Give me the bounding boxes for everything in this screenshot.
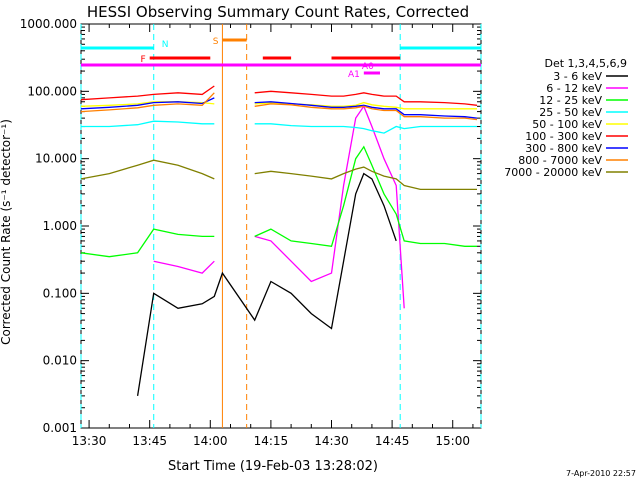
- series-line: [81, 120, 477, 134]
- y-tick-label: 10.000: [35, 152, 77, 166]
- x-tick-label: 14:30: [314, 434, 349, 448]
- y-tick-label: 0.010: [43, 354, 77, 368]
- legend-label: 6 - 12 keV: [546, 82, 602, 95]
- series-line: [80, 85, 478, 106]
- series-line: [80, 92, 478, 121]
- attenuator_a0-flag-label: A0: [362, 62, 374, 72]
- series-line: [80, 159, 477, 191]
- legend-label: 800 - 7000 keV: [518, 154, 602, 167]
- legend-label: 7000 - 20000 keV: [504, 166, 602, 179]
- y-axis-label: Corrected Count Rate (s⁻¹ detector⁻¹): [0, 119, 13, 345]
- saa-flag-label: S: [213, 37, 219, 47]
- night-flag-label: N: [162, 40, 169, 50]
- attenuator_a1-flag-label: A1: [348, 70, 360, 80]
- series-line: [80, 97, 478, 119]
- x-axis-label: Start Time (19-Feb-03 13:28:02): [168, 459, 378, 474]
- legend-label: 3 - 6 keV: [553, 70, 602, 83]
- plot-area: 0.001 0.010 0.100 1.000 10.000 100.000 1000.00…: [20, 17, 482, 448]
- flare-flag-label: F: [140, 55, 145, 65]
- legend-title: Det 1,3,4,5,6,9: [544, 57, 627, 70]
- y-tick-label: 1.000: [43, 219, 77, 233]
- legend-label: 100 - 300 keV: [525, 130, 602, 143]
- legend-label: 50 - 100 keV: [532, 118, 602, 131]
- series-line: [80, 145, 477, 258]
- chart-title: HESSI Observing Summary Count Rates, Cor…: [87, 3, 469, 21]
- y-tick-label: 0.100: [43, 286, 77, 300]
- legend-label: 300 - 800 keV: [525, 142, 602, 155]
- series-line: [136, 172, 397, 397]
- legend-label: 12 - 25 keV: [539, 94, 602, 107]
- series-line: [153, 104, 405, 309]
- y-tick-label: 0.001: [43, 421, 77, 435]
- x-tick-label: 13:45: [132, 434, 167, 448]
- x-tick-label: 13:30: [72, 434, 107, 448]
- y-tick-label: 1000.000: [20, 17, 77, 31]
- timestamp: 7-Apr-2010 22:57: [566, 469, 636, 478]
- x-tick-label: 15:00: [435, 434, 470, 448]
- x-tick-label: 14:00: [193, 434, 228, 448]
- x-tick-label: 14:45: [375, 434, 410, 448]
- x-tick-label: 14:15: [254, 434, 289, 448]
- legend-label: 25 - 50 keV: [539, 106, 602, 119]
- y-tick-label: 100.000: [27, 84, 77, 98]
